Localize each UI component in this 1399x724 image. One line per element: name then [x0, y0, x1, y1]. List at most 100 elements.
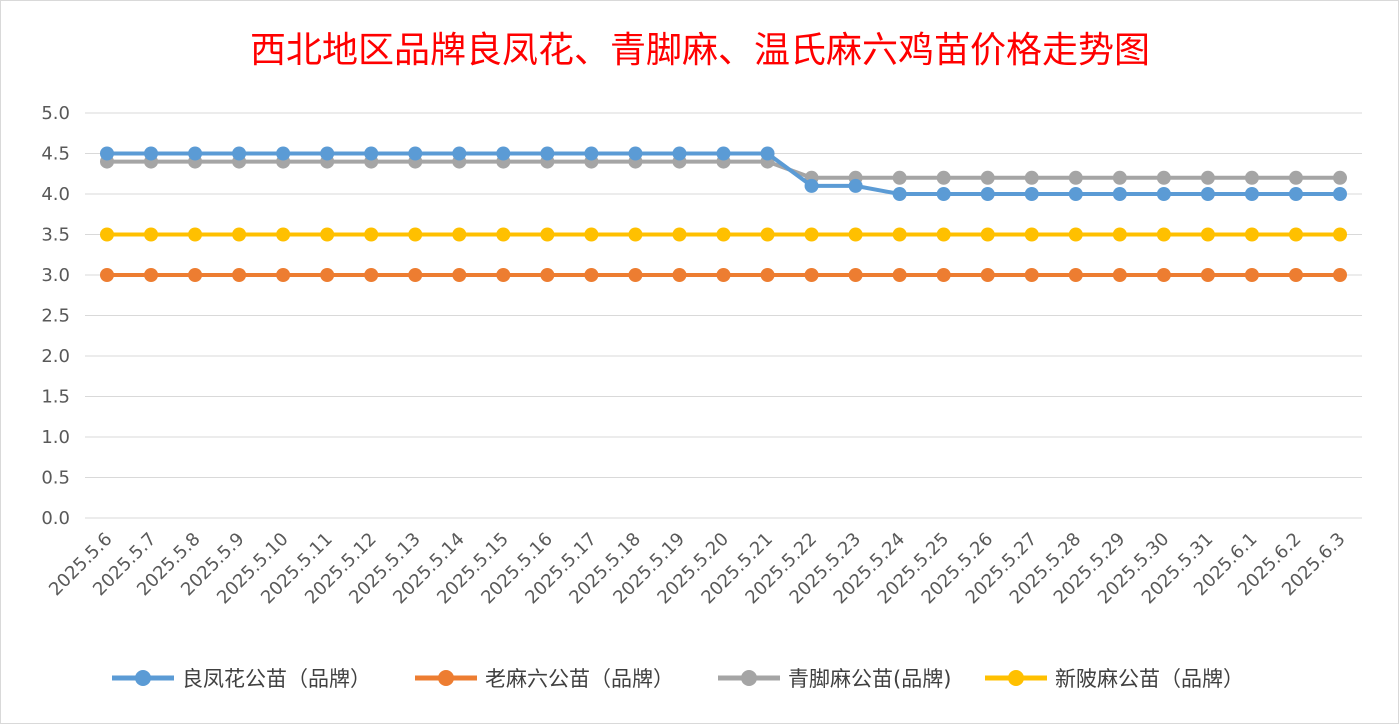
y-tick-label: 0.0: [41, 508, 70, 529]
data-point: [320, 146, 335, 161]
data-point: [452, 227, 467, 242]
y-tick-label: 4.5: [41, 144, 70, 165]
data-point: [1156, 170, 1171, 185]
data-point: [540, 146, 555, 161]
data-point: [1156, 187, 1171, 201]
x-axis-ticks: 2025.5.62025.5.72025.5.82025.5.92025.5.1…: [45, 529, 1350, 609]
y-tick-label: 1.0: [41, 427, 70, 448]
data-point: [936, 268, 951, 282]
data-point: [584, 227, 599, 242]
data-point: [980, 268, 995, 282]
data-point: [1288, 187, 1303, 201]
data-point: [1333, 170, 1347, 185]
data-point: [716, 268, 731, 282]
data-point: [980, 187, 995, 201]
data-point: [848, 268, 863, 282]
data-point: [364, 227, 379, 242]
data-point: [144, 268, 159, 282]
data-point: [540, 268, 555, 282]
data-point: [1288, 268, 1303, 282]
legend-swatch-marker: [135, 670, 151, 686]
data-point: [628, 268, 643, 282]
y-tick-label: 2.5: [41, 306, 70, 327]
data-point: [936, 187, 951, 201]
data-point: [232, 146, 247, 161]
data-point: [1288, 170, 1303, 185]
data-point: [760, 268, 775, 282]
data-point: [804, 178, 819, 193]
data-point: [540, 227, 555, 242]
gridlines: [85, 112, 1362, 519]
data-point: [892, 170, 907, 185]
data-point: [452, 146, 467, 161]
data-point: [1112, 187, 1127, 201]
data-point: [408, 268, 423, 282]
y-tick-label: 1.5: [41, 387, 70, 408]
data-point: [936, 170, 951, 185]
data-point: [188, 227, 203, 242]
y-tick-label: 3.5: [41, 225, 70, 246]
data-point: [1024, 170, 1039, 185]
data-point: [672, 227, 687, 242]
data-point: [1024, 227, 1039, 242]
data-point: [188, 268, 203, 282]
data-point: [892, 227, 907, 242]
data-point: [1068, 227, 1083, 242]
data-point: [320, 268, 335, 282]
y-tick-label: 0.5: [41, 468, 70, 489]
data-point: [980, 227, 995, 242]
y-tick-label: 3.0: [41, 265, 70, 286]
legend-swatch-marker: [741, 670, 757, 686]
data-point: [408, 227, 423, 242]
data-point: [804, 268, 819, 282]
y-axis-ticks: 0.0 0.5 1.0 1.5 2.0 2.5 3.0 3.5 4.0 4.5 5.0: [41, 103, 70, 529]
series-lines: [100, 146, 1347, 282]
data-point: [1024, 268, 1039, 282]
data-point: [892, 187, 907, 201]
data-point: [276, 146, 291, 161]
data-point: [496, 146, 511, 161]
data-point: [804, 227, 819, 242]
series-3: [100, 227, 1347, 242]
legend-item: 良凤花公苗（品牌）: [112, 667, 371, 691]
legend-swatch-marker: [438, 670, 454, 686]
y-tick-label: 5.0: [41, 103, 70, 124]
data-point: [1156, 227, 1171, 242]
legend: 良凤花公苗（品牌） 老麻六公苗（品牌） 青脚麻公苗(品牌) 新陂麻公苗（品牌）: [112, 667, 1244, 691]
data-point: [144, 146, 159, 161]
legend-label: 青脚麻公苗(品牌): [788, 667, 951, 691]
data-point: [1200, 268, 1215, 282]
data-point: [144, 227, 159, 242]
data-point: [584, 268, 599, 282]
data-point: [232, 268, 247, 282]
data-point: [936, 227, 951, 242]
data-point: [1200, 170, 1215, 185]
legend-label: 新陂麻公苗（品牌）: [1055, 667, 1244, 691]
data-point: [1156, 268, 1171, 282]
data-point: [364, 146, 379, 161]
data-point: [408, 146, 423, 161]
data-point: [848, 227, 863, 242]
data-point: [848, 178, 863, 193]
data-point: [1068, 268, 1083, 282]
data-point: [100, 268, 114, 282]
data-point: [320, 227, 335, 242]
data-point: [1068, 170, 1083, 185]
series-0: [100, 146, 1347, 201]
data-point: [1244, 187, 1259, 201]
data-point: [760, 227, 775, 242]
legend-label: 良凤花公苗（品牌）: [182, 667, 371, 691]
data-point: [584, 146, 599, 161]
data-point: [100, 227, 114, 242]
data-point: [1024, 187, 1039, 201]
data-point: [232, 227, 247, 242]
legend-swatch-marker: [1008, 670, 1024, 686]
data-point: [1244, 268, 1259, 282]
data-point: [100, 146, 114, 161]
data-point: [716, 146, 731, 161]
data-point: [276, 227, 291, 242]
data-point: [1112, 227, 1127, 242]
legend-item: 青脚麻公苗(品牌): [718, 667, 951, 691]
